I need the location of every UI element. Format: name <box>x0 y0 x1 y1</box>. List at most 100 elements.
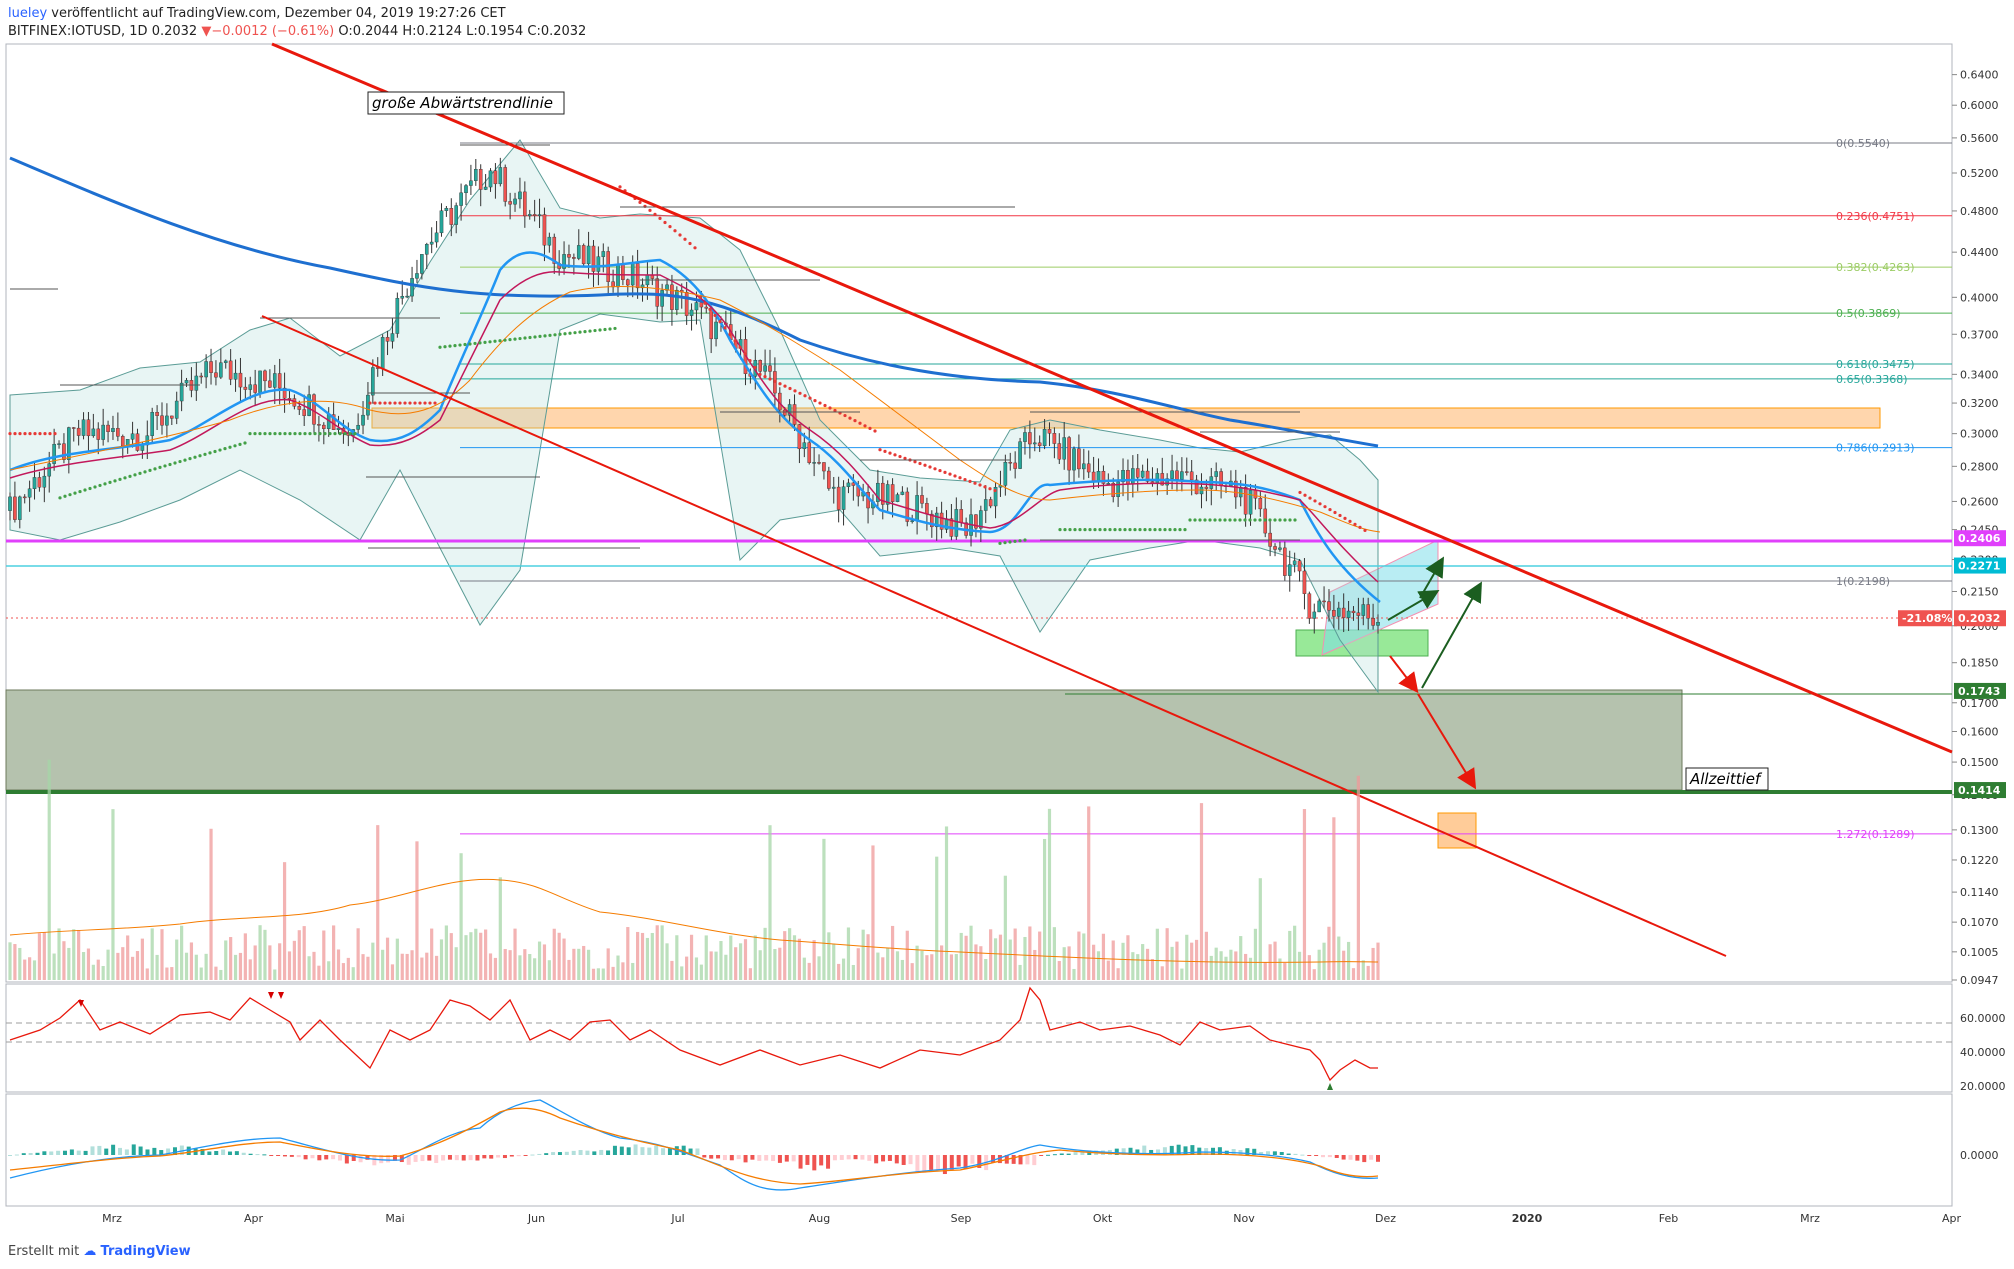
volume-bar <box>552 928 556 980</box>
candle-body <box>704 306 709 309</box>
rsi-indicator <box>6 986 1952 1090</box>
volume-bar <box>1307 955 1311 980</box>
time-tick-label: Sep <box>951 1212 972 1225</box>
candle-body <box>851 482 856 486</box>
sar-dot <box>1193 518 1197 522</box>
sar-dot <box>943 470 947 474</box>
candle-body <box>841 486 846 510</box>
sar-dot <box>1243 518 1247 522</box>
candle-body <box>885 484 890 505</box>
volume-bar <box>253 945 257 980</box>
price-chart[interactable]: 0(0.5540) 0.236(0.4751) 0.382(0.4263) 0.5(0… <box>0 0 2014 1240</box>
price-tag-label: 0.1414 <box>1958 784 2001 797</box>
macd-bar <box>743 1155 748 1163</box>
volume-bar <box>935 856 939 980</box>
candle-body <box>493 170 498 185</box>
volume-bar <box>694 957 699 980</box>
candle-body <box>469 180 473 186</box>
candle-body <box>616 263 620 288</box>
candle-body <box>120 436 125 447</box>
macd-pane[interactable] <box>5 1093 1953 1207</box>
rsi-pane[interactable] <box>5 983 1953 1093</box>
sar-dot <box>933 467 937 471</box>
price-tick-label: 0.4800 <box>1960 205 1999 218</box>
time-tick-label: Feb <box>1659 1212 1678 1225</box>
sar-dot <box>1333 510 1337 515</box>
price-axis[interactable]: 0.6400 0.6000 0.5600 0.5200 0.4800 0.4400 0.40… <box>1952 69 1999 987</box>
tradingview-link[interactable]: TradingView <box>100 1244 191 1259</box>
macd-bar <box>406 1155 411 1165</box>
sar-dot <box>788 386 792 391</box>
volume-bar <box>287 951 292 980</box>
sar-dot <box>983 485 987 489</box>
macd-tick-label: 0.0000 <box>1960 1149 1999 1162</box>
volume-bar <box>714 951 718 980</box>
macd-bar <box>21 1153 26 1155</box>
volume-bar <box>832 943 836 980</box>
volume-bar <box>47 759 51 980</box>
macd-bar <box>722 1155 727 1161</box>
time-axis[interactable]: Mrz Apr Mai Jun Jul Aug Sep Okt Nov Dez 2020 Feb Mrz… <box>102 1212 1961 1225</box>
macd-bar <box>1217 1147 1222 1155</box>
volume-bar <box>1116 968 1120 980</box>
volume-bar <box>1092 944 1096 980</box>
volume-bar <box>1327 926 1331 980</box>
sar-dot <box>318 432 322 436</box>
macd-bar <box>344 1155 349 1164</box>
sar-dot <box>493 339 497 343</box>
volume-bar <box>631 962 635 980</box>
macd-bar <box>1128 1147 1133 1155</box>
time-tick-label: Mrz <box>1800 1212 1820 1225</box>
candle-body <box>1072 448 1076 471</box>
candle-body <box>483 186 488 190</box>
candle-body <box>993 487 998 507</box>
sar-dot <box>1023 538 1027 542</box>
volume-bar <box>351 967 355 980</box>
sar-dot <box>473 341 477 346</box>
volume-bar <box>636 931 640 980</box>
candle-body <box>434 232 439 243</box>
volume-bar <box>1283 962 1287 980</box>
sar-dot <box>1263 518 1267 522</box>
rsi-oversold-marker-icon <box>1327 1083 1333 1090</box>
volume-bar <box>1185 934 1189 980</box>
volume-bar <box>175 939 179 980</box>
volume-bar <box>866 934 870 980</box>
price-tick-label: 0.3700 <box>1960 328 1999 341</box>
sar-dot <box>1348 519 1352 523</box>
macd-bar <box>956 1155 961 1167</box>
macd-bar <box>777 1155 782 1163</box>
macd-bar <box>131 1144 136 1155</box>
sar-dot <box>778 382 782 386</box>
sar-dot <box>818 401 822 405</box>
candle-body <box>1023 432 1027 442</box>
candle-body <box>1170 470 1174 479</box>
volume-bar <box>724 954 728 980</box>
candle-body <box>1121 470 1125 483</box>
publisher-name[interactable]: lueley <box>8 6 48 21</box>
volume-bar <box>768 825 772 980</box>
sar-dot <box>683 237 687 241</box>
time-tick-label: Dez <box>1375 1212 1396 1225</box>
macd-bar <box>255 1154 260 1156</box>
candle-body <box>1116 481 1120 497</box>
candle-body <box>910 520 914 522</box>
fib-level-label: 0(0.5540) <box>1836 137 1890 150</box>
sar-dot <box>1008 540 1012 544</box>
sar-dot <box>658 216 662 220</box>
volume-bar <box>1288 930 1292 980</box>
volume-bar <box>783 931 787 980</box>
macd-bar <box>530 1154 535 1156</box>
main-pane[interactable] <box>5 43 1953 983</box>
candle-body <box>915 495 919 521</box>
macd-bar <box>76 1150 81 1155</box>
volume-bar <box>474 928 478 980</box>
sar-dot <box>413 401 417 405</box>
candle-body <box>812 462 816 464</box>
macd-bar <box>606 1150 611 1155</box>
fib-level-label: 0.786(0.2913) <box>1836 442 1915 455</box>
sar-dot <box>338 432 342 436</box>
candle-body <box>562 254 566 269</box>
macd-bar <box>227 1151 232 1155</box>
sar-dot <box>1003 541 1007 545</box>
